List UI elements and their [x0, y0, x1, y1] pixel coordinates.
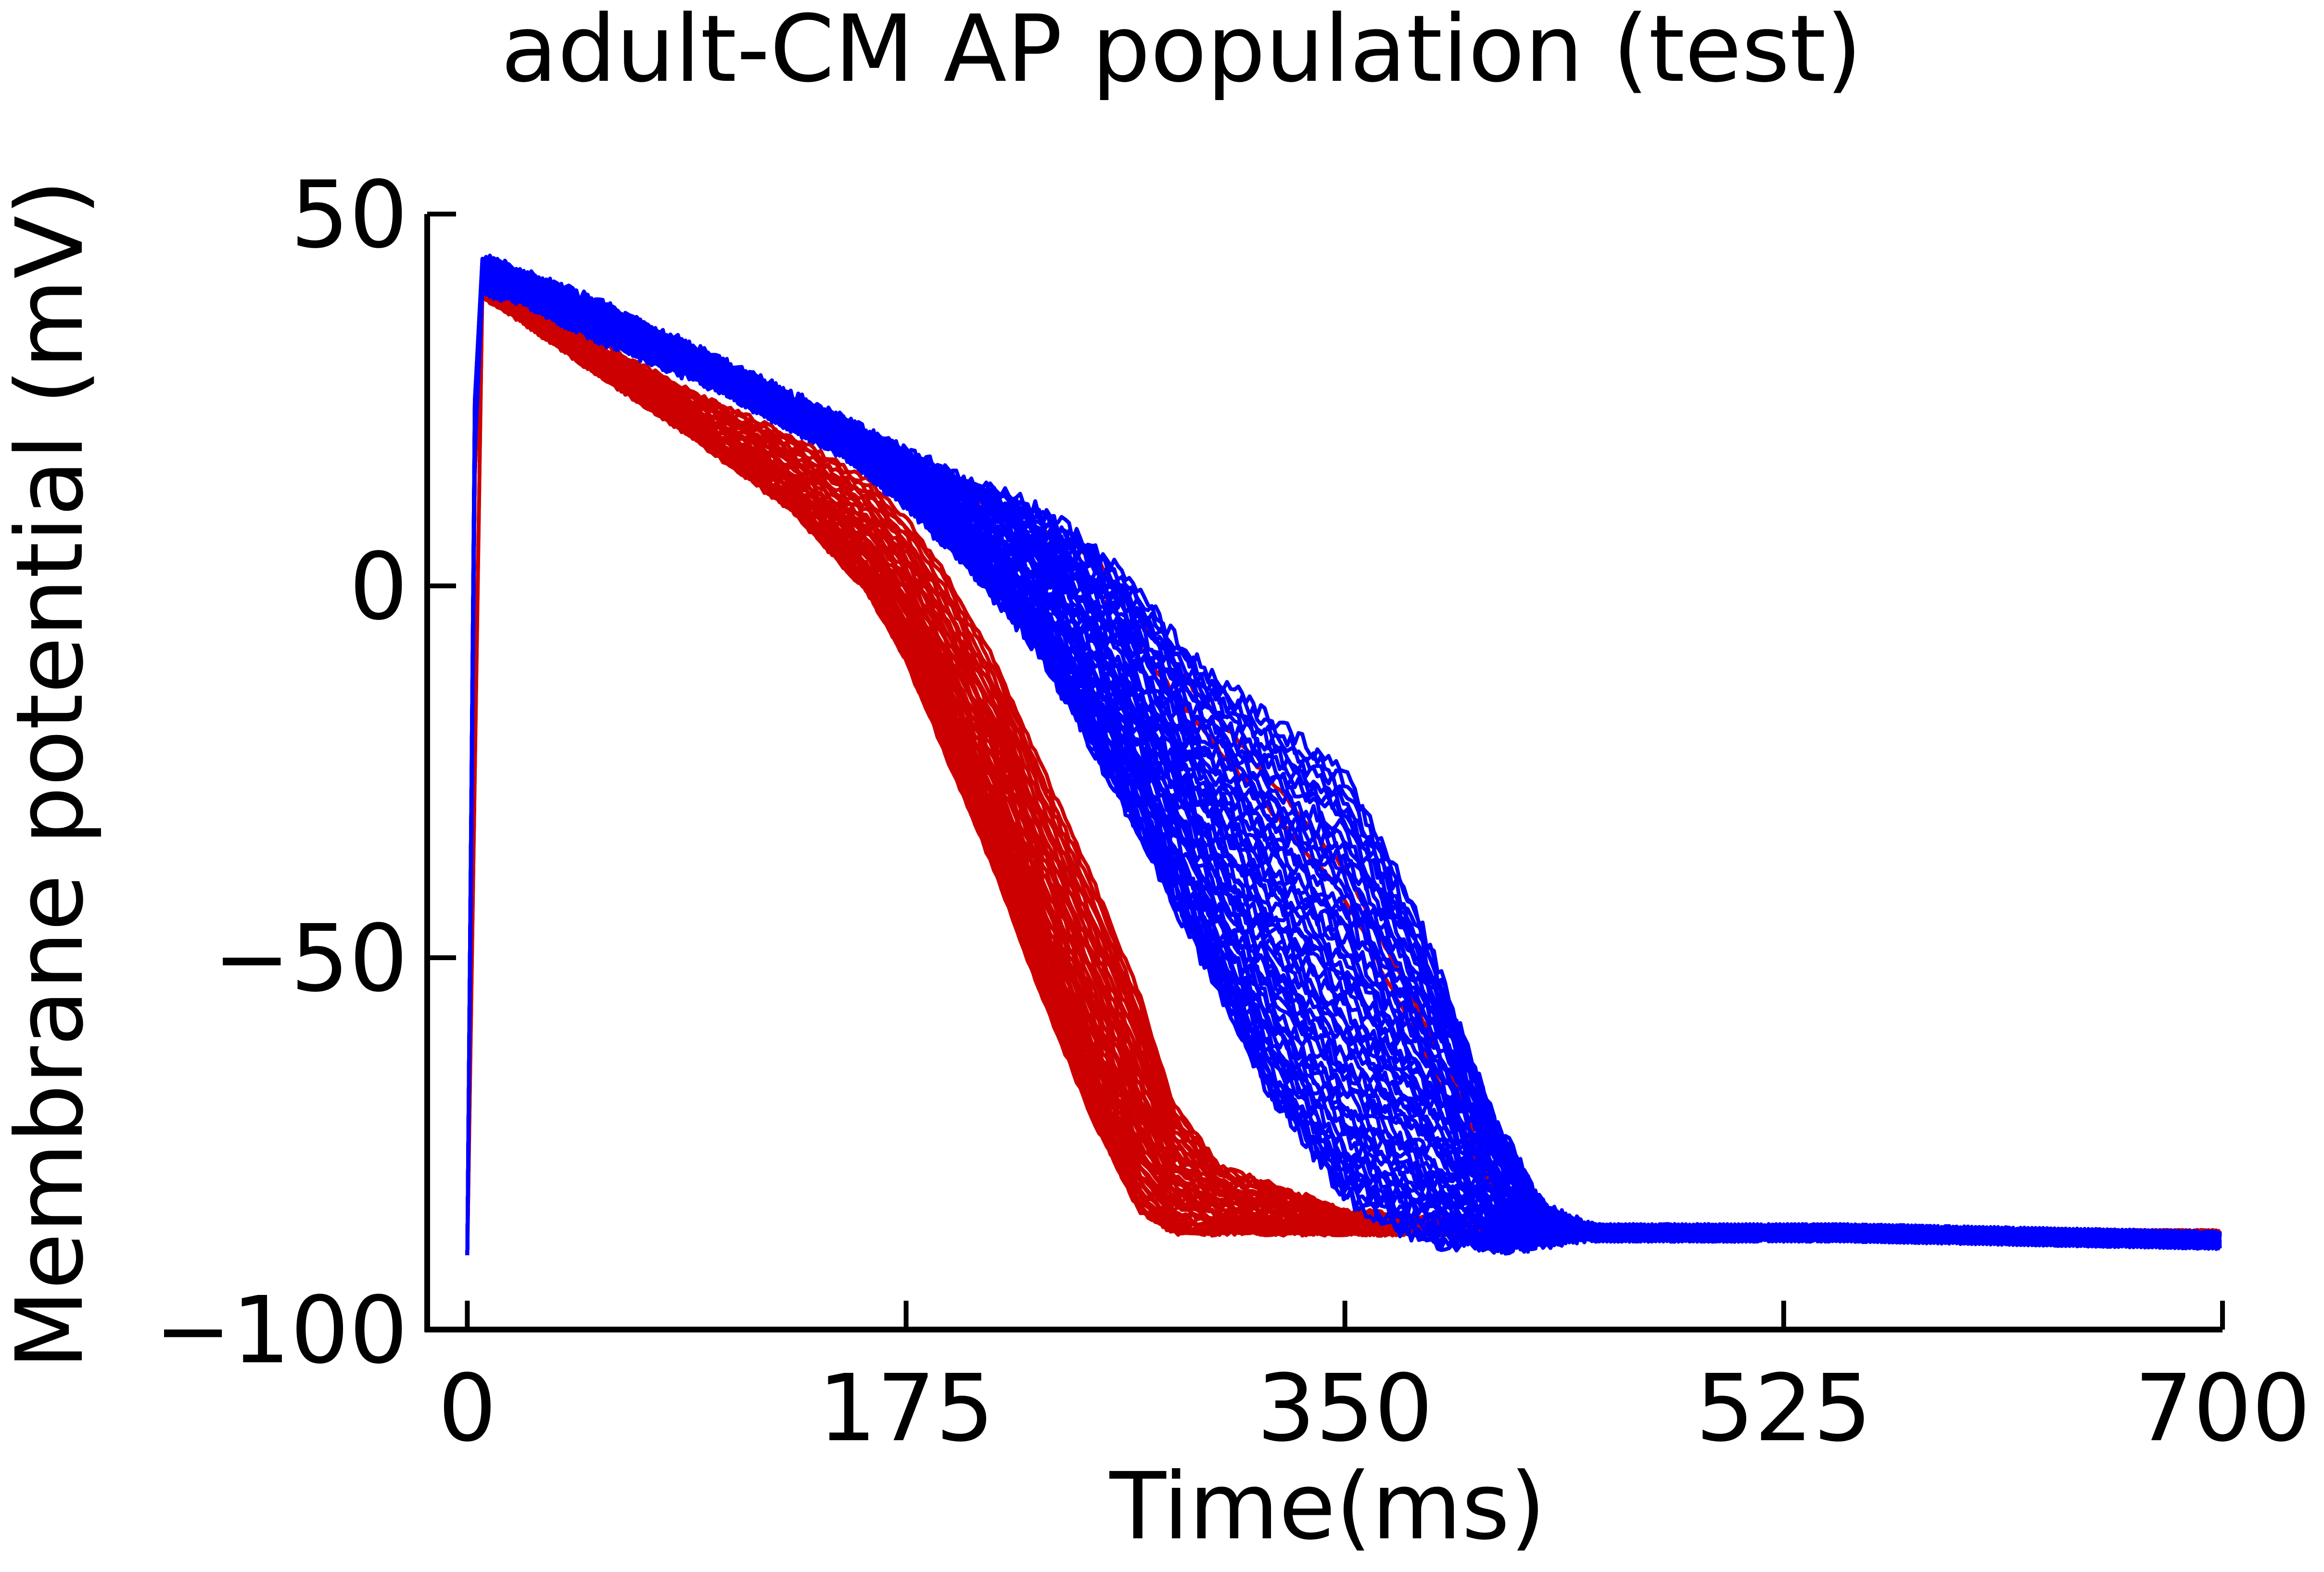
x-tick-label: 175: [818, 1355, 994, 1462]
y-tick-label: 50: [291, 162, 408, 269]
trace-line: [465, 256, 2221, 1255]
x-tick-label: 0: [438, 1355, 496, 1462]
y-tick-label: −100: [154, 1277, 408, 1384]
y-tick-label: 0: [349, 533, 408, 641]
x-tick-label: 525: [1696, 1355, 1872, 1462]
y-tick-label: −50: [213, 905, 408, 1013]
chart-title: adult-CM AP population (test): [501, 0, 1862, 103]
x-tick-label: 350: [1257, 1355, 1433, 1462]
y-axis-label: Membrane potential (mV): [0, 179, 104, 1369]
traces-layer: [465, 254, 2222, 1256]
x-tick-label: 700: [2134, 1355, 2311, 1462]
axes-layer: −100 −50 0 50 0 175 350 525 700: [154, 162, 2311, 1462]
x-axis-label: Time(ms): [1109, 1453, 1546, 1560]
